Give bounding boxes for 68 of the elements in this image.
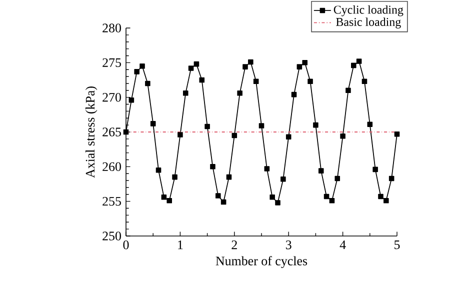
y-tick-label: 275 [102,58,121,68]
point [248,59,254,65]
point [346,88,351,94]
point [280,176,286,182]
point [270,194,275,200]
point [286,134,292,140]
point [324,194,330,200]
point [264,166,270,172]
point [356,58,362,64]
point [178,132,183,138]
legend-label: Basic loading [336,18,401,28]
y-tick-label: 270 [102,92,121,102]
point [220,199,226,205]
point [161,194,167,200]
point [296,64,302,70]
point [384,198,389,204]
point [334,176,340,182]
point [340,134,346,139]
point [128,97,134,103]
point [204,124,210,130]
point [232,132,238,138]
point [199,77,205,83]
point [302,60,308,66]
point [210,164,216,170]
point [258,123,264,128]
point [362,78,368,84]
x-tick-label: 2 [232,240,237,250]
point [226,174,232,180]
point [156,167,162,173]
point [182,90,188,96]
point [134,69,140,74]
point [150,121,156,126]
x-tick-label: 1 [178,240,183,250]
point [291,92,297,98]
point [367,122,373,128]
point [372,166,378,172]
y-tick-label: 260 [102,162,121,172]
point [123,129,129,135]
point [194,61,200,67]
x-tick-label: 3 [286,240,292,250]
y-tick-label: 280 [102,24,121,32]
y-tick-label: 265 [102,128,121,136]
point [172,174,178,180]
point [188,66,194,71]
point [145,80,150,86]
point [216,193,221,198]
legend-label: Cyclic loading [334,5,404,16]
point [166,198,172,204]
point [378,194,384,200]
y-tick-label: 250 [102,232,121,240]
point [351,62,356,68]
point [253,78,259,84]
x-axis-title: Number of cycles [216,256,308,268]
x-tick-label: 4 [340,240,346,250]
x-tick-label: 0 [123,240,129,250]
point [329,198,335,204]
point [388,176,394,182]
point [313,122,318,128]
x-tick-label: 5 [394,240,400,250]
point [237,90,242,96]
y-tick-label: 255 [102,196,121,206]
point [308,78,313,84]
y-axis-title: Axial stress (kPa) [85,86,98,178]
point [394,131,400,137]
point [318,168,324,174]
point [275,200,280,206]
point [140,63,145,69]
point [242,64,248,70]
